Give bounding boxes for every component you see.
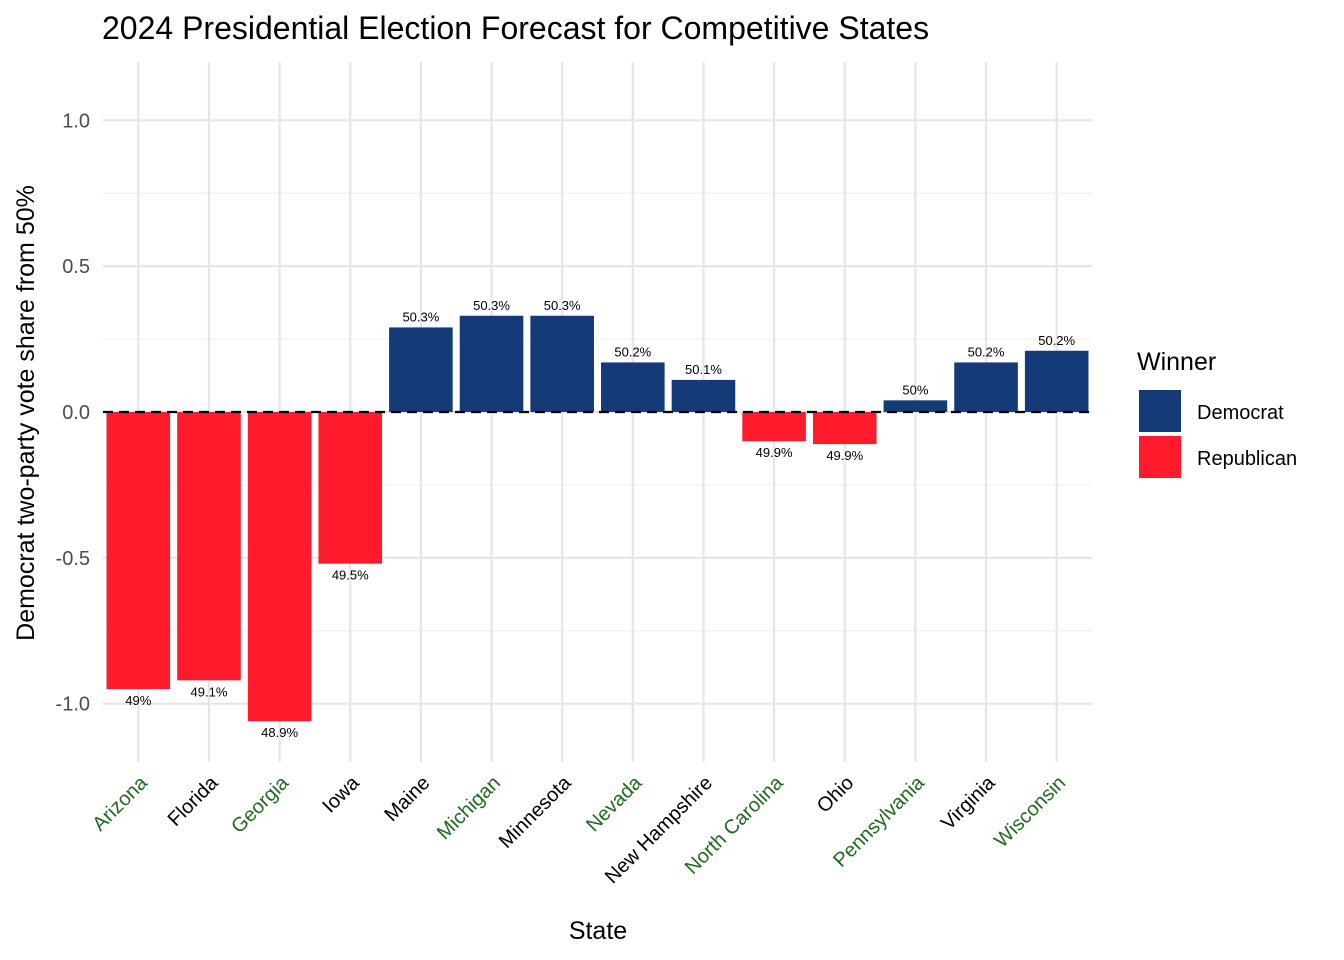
y-tick-label: 1.0 — [62, 110, 90, 132]
x-tick-label: Virginia — [937, 771, 1000, 834]
bar-value-label: 49.9% — [826, 448, 863, 463]
legend-label-republican: Republican — [1197, 448, 1297, 470]
x-axis-title: State — [569, 917, 627, 945]
x-tick-label: Iowa — [318, 771, 364, 817]
bar-michigan — [459, 315, 524, 412]
bar-wisconsin — [1024, 350, 1089, 412]
bar-value-label: 49% — [125, 693, 151, 708]
y-tick-label: 0.5 — [62, 256, 90, 278]
bar-georgia — [247, 412, 312, 722]
bar-arizona — [106, 412, 171, 690]
bar-value-label: 49.1% — [191, 684, 228, 699]
bar-value-label: 50.3% — [402, 309, 439, 324]
bar-virginia — [954, 362, 1018, 412]
y-tick-label: -1.0 — [56, 694, 90, 716]
bar-label-layer: 49% 49.1% 48.9% 49.5% 50.3% 50.3% 50.3% 50.2% 50… — [103, 298, 1092, 740]
bar-value-label: 50.3% — [544, 298, 581, 313]
bar-new-hampshire — [671, 379, 736, 412]
legend-label-democrat: Democrat — [1197, 402, 1284, 424]
x-tick-label: Michigan — [433, 772, 505, 844]
x-tick-label: Florida — [164, 771, 223, 830]
legend: Winner Democrat Republican — [1137, 348, 1297, 478]
bar-value-label: 49.5% — [332, 568, 369, 583]
y-axis-ticks: -1.0 -0.5 0.0 0.5 1.0 — [56, 110, 90, 715]
x-tick-label: Nevada — [582, 771, 647, 836]
bar-minnesota — [530, 315, 594, 412]
bar-value-label: 50% — [902, 382, 928, 397]
bar-iowa — [318, 412, 383, 564]
legend-swatch-republican — [1139, 436, 1181, 478]
legend-swatch-democrat — [1139, 390, 1181, 432]
bar-nevada — [601, 362, 665, 412]
bar-value-label: 48.9% — [261, 725, 298, 740]
bar-value-label: 50.2% — [614, 344, 651, 359]
x-tick-label: Wisconsin — [990, 772, 1070, 852]
bar-north-carolina — [742, 412, 806, 442]
x-tick-label: Arizona — [88, 771, 152, 835]
bar-pennsylvania — [883, 400, 948, 412]
y-tick-label: -0.5 — [56, 548, 90, 570]
bar-layer — [106, 315, 1089, 722]
bar-value-label: 50.2% — [968, 344, 1005, 359]
x-tick-label: Maine — [380, 772, 434, 826]
y-axis-title: Democrat two-party vote share from 50% — [12, 185, 40, 641]
x-tick-label: Georgia — [227, 771, 293, 837]
bar-value-label: 50.3% — [473, 298, 510, 313]
bar-ohio — [812, 412, 877, 445]
x-axis-ticks: Arizona Florida Georgia Iowa MaineMichiganMi… — [88, 771, 1070, 888]
legend-title: Winner — [1137, 348, 1216, 376]
bar-maine — [389, 327, 453, 412]
y-tick-label: 0.0 — [62, 402, 90, 424]
x-tick-label: Ohio — [813, 772, 858, 817]
bar-value-label: 49.9% — [756, 445, 793, 460]
bar-florida — [177, 412, 241, 681]
bar-value-label: 50.1% — [685, 362, 722, 377]
bar-value-label: 50.2% — [1038, 333, 1075, 348]
x-tick-label: Minnesota — [495, 771, 576, 852]
chart-title: 2024 Presidential Election Forecast for … — [102, 10, 929, 46]
